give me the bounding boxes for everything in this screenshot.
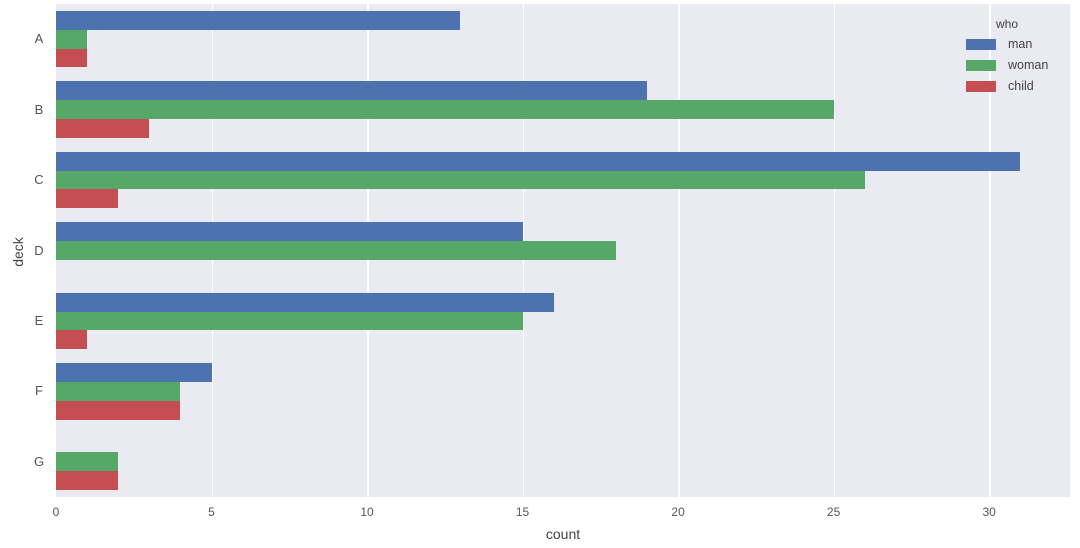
y-tick-label: G — [33, 453, 45, 469]
bar-C-woman — [56, 170, 865, 190]
plot-area — [56, 4, 1070, 497]
bar-F-man — [56, 363, 212, 382]
gridline — [833, 4, 836, 497]
bar-C-man — [56, 151, 1021, 171]
y-tick-label: F — [35, 383, 43, 399]
y-tick-label: D — [34, 242, 44, 258]
legend-swatch-woman — [966, 60, 996, 71]
bar-E-child — [56, 330, 88, 350]
x-tick-label: 5 — [208, 505, 215, 519]
x-tick-label: 15 — [515, 505, 530, 519]
x-axis-label: count — [545, 526, 581, 542]
bar-F-woman — [56, 381, 181, 401]
legend-swatch-child — [966, 81, 996, 92]
bar-D-woman — [56, 241, 616, 260]
gridline — [678, 4, 680, 497]
bar-E-man — [56, 292, 554, 312]
legend-swatch-man — [966, 39, 996, 50]
bar-A-man — [56, 11, 461, 30]
y-axis-label: deck — [10, 237, 26, 267]
bar-A-child — [56, 48, 88, 68]
bar-E-woman — [56, 311, 523, 331]
legend-label: man — [1008, 37, 1033, 51]
y-tick-label: B — [34, 101, 44, 117]
bar-C-child — [56, 189, 119, 209]
y-tick-label: A — [34, 31, 44, 47]
gridline — [989, 4, 991, 497]
bar-G-woman — [56, 452, 119, 472]
y-tick-label: C — [34, 172, 44, 188]
bar-G-child — [56, 471, 119, 490]
x-tick-label: 20 — [671, 505, 685, 519]
bar-A-woman — [56, 29, 88, 49]
legend-title: who — [996, 17, 1019, 31]
x-tick-label: 0 — [52, 505, 60, 519]
bar-B-man — [56, 81, 647, 101]
x-tick-label: 25 — [826, 505, 841, 519]
bar-F-child — [56, 400, 181, 420]
bar-B-woman — [56, 100, 834, 120]
bar-D-man — [56, 222, 523, 242]
legend-label: woman — [1008, 58, 1049, 72]
legend-label: child — [1008, 79, 1034, 93]
x-tick-label: 30 — [982, 505, 996, 519]
x-tick-label: 10 — [360, 505, 374, 519]
bar-B-child — [56, 119, 150, 138]
y-tick-label: E — [34, 312, 44, 328]
